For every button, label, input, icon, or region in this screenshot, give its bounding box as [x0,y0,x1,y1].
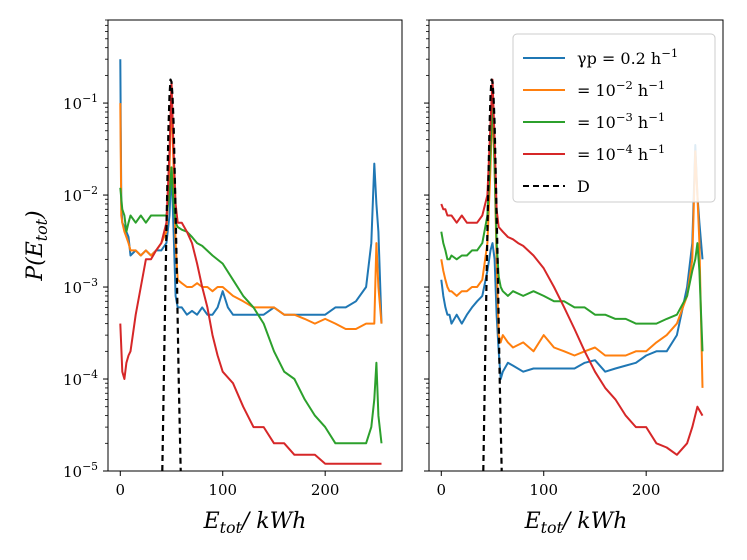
y-axis-label: P(Etot) [23,210,51,281]
y-tick-label: 10−1 [63,92,98,113]
series-line-5 [482,78,503,471]
legend-label-5: D [577,177,590,196]
y-tick-label: 10−4 [63,368,98,389]
plot-frame [428,19,724,472]
legend-label-2: = 10−2 h−1 [577,78,665,100]
left-panel: 0 100 200 10−5 10−4 10−3 10−2 10−1 Etot/ kWh P(Et… [23,19,403,537]
series-line-2 [119,91,383,330]
series-line-3 [119,166,383,445]
x-tick-label: 200 [311,481,340,499]
series-line-2 [440,102,704,388]
legend: γp = 0.2 h−1 = 10−2 h−1 = 10−3 h−1 = 10−4 h… [512,33,716,203]
series-line-3 [440,85,704,352]
legend-label-1: γp = 0.2 h−1 [577,46,678,68]
legend-box [512,33,716,203]
y-tick-label: 10−3 [63,276,98,297]
y-tick-label: 10−5 [63,460,98,481]
series-line-1 [440,144,704,380]
x-tick-label: 0 [437,481,447,499]
x-tick-label: 100 [529,481,558,499]
x-tick-label: 0 [116,481,126,499]
y-tick-label: 10−2 [63,184,98,205]
legend-label-3: = 10−3 h−1 [577,110,665,132]
x-tick-label: 200 [632,481,661,499]
series-line-1 [119,59,383,324]
plot-frame [107,19,403,472]
x-tick-label: 100 [208,481,237,499]
series-line-5 [161,78,182,471]
x-axis-label: Etot/ kWh [524,509,628,537]
legend-label-4: = 10−4 h−1 [577,142,665,164]
series-line-4 [440,78,704,456]
series-line-4 [119,80,382,465]
x-axis-label: Etot/ kWh [203,509,307,537]
